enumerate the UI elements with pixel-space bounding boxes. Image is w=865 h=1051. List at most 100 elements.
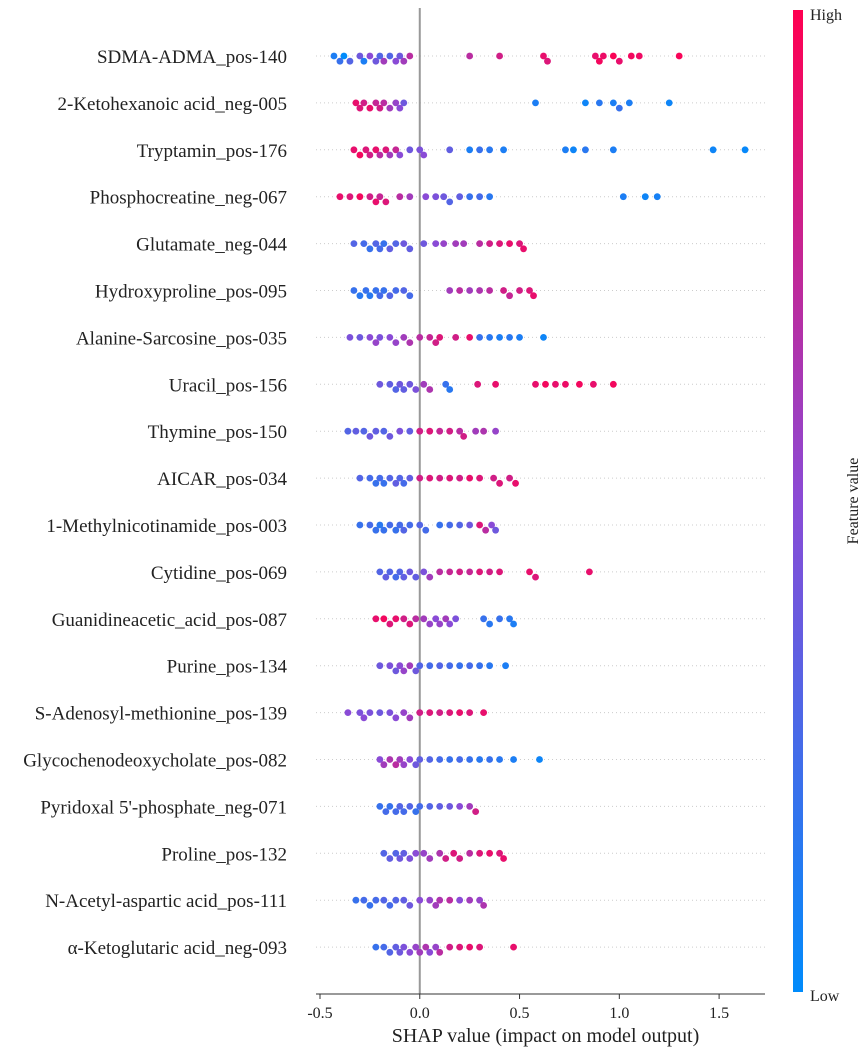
shap-point bbox=[506, 292, 513, 300]
shap-point bbox=[412, 943, 420, 951]
shap-point bbox=[436, 896, 444, 904]
shap-point bbox=[516, 240, 523, 248]
shap-point bbox=[488, 521, 496, 529]
shap-point bbox=[562, 380, 569, 388]
shap-point bbox=[510, 756, 517, 763]
shap-point bbox=[392, 146, 400, 154]
feature-labels: SDMA-ADMA_pos-140 2-Ketohexanoic acid_neg… bbox=[23, 47, 287, 959]
shap-point bbox=[356, 151, 364, 159]
shap-point bbox=[416, 334, 424, 341]
shap-point bbox=[446, 756, 454, 763]
shap-point bbox=[466, 568, 474, 576]
shap-point bbox=[352, 427, 360, 435]
shap-point bbox=[456, 521, 464, 529]
shap-point bbox=[366, 104, 374, 112]
shap-point bbox=[360, 240, 368, 248]
feature-label: N-Acetyl-aspartic acid_pos-111 bbox=[45, 891, 287, 912]
shap-point bbox=[476, 849, 484, 857]
shap-point bbox=[532, 99, 539, 107]
x-ticks: -0.5 0.0 0.5 1.0 1.5 bbox=[307, 994, 729, 1022]
shap-point bbox=[446, 709, 454, 716]
shap-point bbox=[386, 151, 394, 159]
shap-point bbox=[376, 756, 384, 763]
shap-point bbox=[536, 756, 543, 763]
shap-point bbox=[675, 52, 683, 60]
shap-point bbox=[426, 662, 434, 670]
shap-point bbox=[627, 52, 635, 60]
shap-point bbox=[496, 568, 503, 576]
shap-point bbox=[392, 714, 400, 722]
shap-point bbox=[376, 193, 384, 201]
shap-point bbox=[486, 756, 494, 763]
shap-point bbox=[386, 474, 394, 482]
shap-point bbox=[476, 193, 484, 201]
shap-point bbox=[412, 615, 420, 623]
shap-point bbox=[476, 896, 484, 904]
shap-point bbox=[506, 474, 513, 482]
shap-point bbox=[582, 146, 589, 154]
shap-point bbox=[486, 193, 494, 201]
shap-point bbox=[406, 52, 414, 60]
shap-point bbox=[456, 943, 464, 951]
shap-point bbox=[344, 709, 352, 716]
shap-point bbox=[480, 427, 488, 435]
shap-point bbox=[396, 855, 404, 862]
shap-point bbox=[516, 334, 523, 341]
shap-point bbox=[474, 380, 482, 388]
shap-point bbox=[366, 709, 374, 716]
shap-point bbox=[552, 380, 559, 388]
shap-point bbox=[372, 526, 380, 534]
colorbar-low-label: Low bbox=[810, 988, 840, 1005]
shap-point bbox=[456, 662, 464, 670]
shap-point bbox=[380, 849, 388, 857]
shap-point bbox=[476, 662, 484, 670]
shap-point bbox=[456, 193, 464, 201]
shap-point bbox=[376, 151, 384, 159]
shap-point bbox=[406, 193, 414, 201]
shap-point bbox=[396, 521, 404, 529]
shap-point bbox=[446, 803, 454, 810]
shap-point bbox=[382, 146, 390, 154]
shap-point bbox=[446, 427, 454, 435]
colorbar: High Low Feature value bbox=[793, 7, 862, 1005]
shap-point bbox=[466, 521, 474, 529]
shap-point bbox=[442, 855, 450, 862]
colorbar-title: Feature value bbox=[845, 458, 862, 545]
shap-point bbox=[400, 334, 408, 341]
shap-point bbox=[426, 896, 434, 904]
shap-point bbox=[386, 709, 394, 716]
shap-point bbox=[500, 146, 507, 154]
shap-point bbox=[542, 380, 549, 388]
shap-point bbox=[380, 943, 388, 951]
shap-point bbox=[412, 573, 420, 581]
shap-point bbox=[436, 756, 444, 763]
shap-point bbox=[406, 292, 414, 300]
shap-point bbox=[562, 146, 569, 154]
shap-point bbox=[506, 615, 513, 623]
shap-point bbox=[665, 99, 673, 107]
shap-point bbox=[336, 57, 344, 65]
shap-point bbox=[392, 339, 400, 346]
x-tick-label: -0.5 bbox=[307, 1005, 332, 1022]
shap-point bbox=[340, 52, 348, 60]
shap-point bbox=[500, 287, 507, 294]
shap-point bbox=[382, 808, 390, 815]
shap-point bbox=[490, 474, 498, 482]
shap-point bbox=[376, 803, 384, 810]
shap-point bbox=[452, 240, 460, 248]
shap-point bbox=[392, 943, 400, 951]
shap-point bbox=[386, 380, 394, 388]
shap-point bbox=[406, 427, 414, 435]
shap-point bbox=[386, 902, 394, 909]
feature-label: Glutamate_neg-044 bbox=[136, 235, 287, 256]
shap-point bbox=[456, 756, 464, 763]
feature-label: Guanidineacetic_acid_pos-087 bbox=[52, 610, 287, 631]
shap-point bbox=[422, 193, 430, 201]
shap-point bbox=[446, 896, 454, 904]
shap-point bbox=[400, 287, 408, 294]
shap-point bbox=[406, 339, 414, 346]
shap-point bbox=[582, 99, 589, 107]
shap-point bbox=[372, 615, 380, 623]
shap-point bbox=[372, 287, 380, 294]
shap-point bbox=[532, 380, 539, 388]
